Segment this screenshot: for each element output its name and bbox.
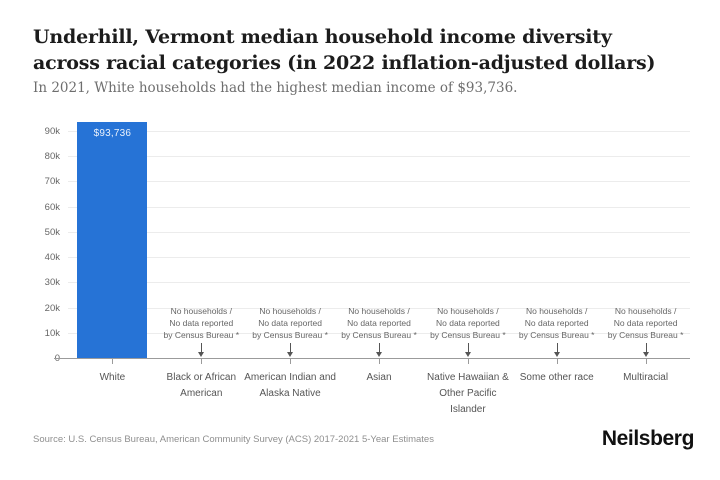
no-data-annotation: No households / No data reported by Census…	[511, 305, 603, 341]
down-arrow-icon	[376, 352, 382, 357]
x-axis-category-label: Native Hawaiian & Other Pacific Islander	[427, 372, 509, 415]
no-data-annotation-line: No data reported	[258, 318, 322, 328]
y-axis-tick-label: 90k	[44, 126, 60, 137]
no-data-annotation-line: by Census Bureau *	[163, 330, 240, 340]
y-axis-tick-label: 10k	[44, 327, 60, 339]
x-axis-tick	[645, 359, 647, 364]
no-data-annotation: No households / No data reported by Census…	[600, 305, 692, 341]
x-axis-category-label: American Indian and Alaska Native	[244, 372, 336, 399]
gridline	[68, 231, 690, 233]
x-axis-line	[54, 358, 690, 359]
y-axis-tick-label: 60k	[44, 201, 60, 213]
down-arrow-icon	[642, 352, 649, 357]
down-arrow-icon	[467, 343, 469, 353]
no-data-annotation-line: by Census Bureau *	[607, 330, 684, 340]
no-data-annotation-line: No data reported	[347, 318, 411, 328]
neilsberg-logo: Neilsberg	[601, 427, 695, 450]
no-data-annotation: No households / No data reported by Census…	[155, 305, 247, 341]
gridline	[68, 332, 690, 334]
y-axis-tick-label: 30k	[44, 277, 60, 289]
y-axis-tick-label: 80k	[44, 151, 60, 163]
chart-subtitle: In 2021, White households had the highes…	[33, 80, 518, 96]
no-data-annotation-line: No households /	[348, 306, 410, 316]
y-axis-tick-label: 70k	[44, 176, 60, 188]
down-arrow-icon	[379, 343, 380, 353]
no-data-annotation-line: No data reported	[169, 318, 234, 328]
no-data-annotation-line: No households /	[525, 306, 588, 316]
bar-value-label: $93,736	[93, 127, 132, 139]
x-axis-tick	[467, 359, 469, 364]
x-axis-tick	[379, 359, 380, 364]
x-axis-category-label: Multiracial	[623, 372, 669, 383]
down-arrow-icon	[287, 352, 294, 357]
no-data-annotation-line: by Census Bureau *	[430, 330, 506, 340]
gridline	[68, 156, 690, 158]
no-data-annotation: No households / No data reported by Census…	[333, 305, 425, 341]
no-data-annotation-line: No households /	[437, 306, 499, 316]
down-arrow-icon	[556, 343, 558, 353]
y-axis-tick-label: 20k	[44, 302, 60, 314]
no-data-annotation: No households / No data reported by Census…	[422, 305, 514, 341]
gridline	[68, 257, 690, 259]
no-data-annotation-line: by Census Bureau *	[252, 330, 328, 340]
no-data-annotation: No households / No data reported by Census…	[244, 305, 336, 341]
gridline	[68, 131, 690, 132]
y-axis-tick-label: 40k	[44, 252, 60, 264]
down-arrow-icon	[201, 343, 203, 353]
no-data-annotation-line: by Census Bureau *	[341, 330, 417, 340]
down-arrow-icon	[464, 352, 471, 357]
no-data-annotation-line: No households /	[170, 306, 233, 316]
no-data-annotation-line: No data reported	[435, 318, 500, 328]
gridline	[68, 181, 690, 183]
down-arrow-icon	[645, 343, 647, 353]
x-axis-category-label: Some other race	[519, 372, 594, 383]
source-note: Source: U.S. Census Bureau, American Com…	[33, 434, 434, 445]
y-axis-tick-label: 0	[12, 353, 60, 364]
no-data-annotation-line: No households /	[614, 306, 677, 316]
x-axis-tick	[556, 359, 558, 364]
down-arrow-icon	[553, 352, 560, 357]
x-axis-tick	[290, 359, 292, 364]
y-axis-tick-label: 50k	[44, 226, 60, 238]
x-axis-tick	[201, 359, 203, 364]
chart-title: Underhill, Vermont median household inco…	[33, 26, 656, 74]
down-arrow-icon	[290, 343, 292, 353]
no-data-annotation-line: No data reported	[524, 318, 589, 328]
gridline	[68, 307, 690, 309]
x-axis-category-label: Black or African American	[166, 372, 237, 399]
x-axis-category-label: Asian	[366, 372, 392, 383]
x-axis-tick	[112, 359, 114, 364]
down-arrow-icon	[198, 352, 205, 357]
gridline	[68, 282, 690, 284]
no-data-annotation-line: No data reported	[613, 318, 678, 328]
no-data-annotation-line: by Census Bureau *	[518, 330, 595, 340]
bar-white[interactable]	[77, 121, 148, 358]
gridline	[68, 206, 690, 208]
no-data-annotation-line: No households /	[259, 306, 321, 316]
x-axis-category-label: White	[99, 372, 126, 383]
